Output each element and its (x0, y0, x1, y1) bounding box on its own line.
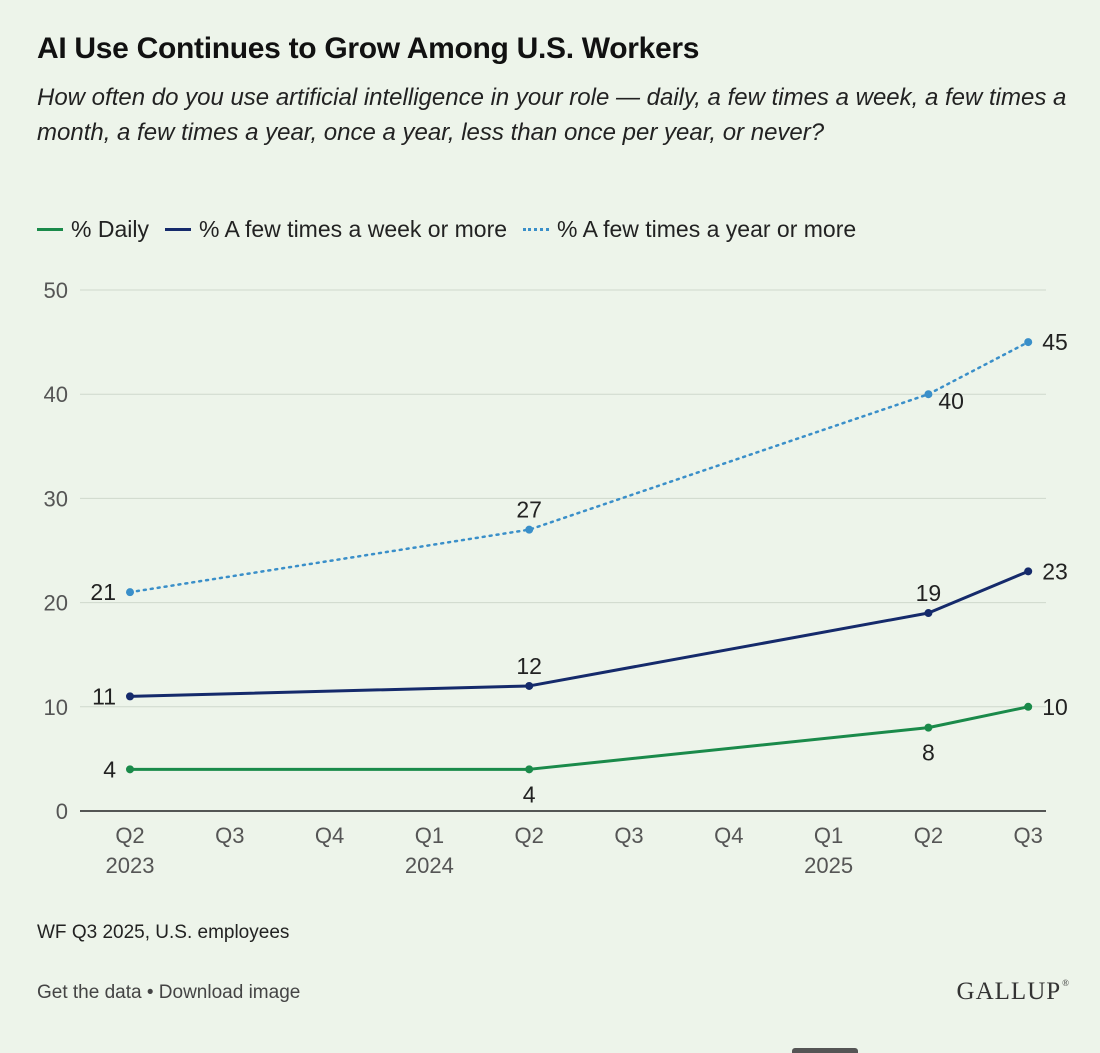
series-line-daily (130, 705, 1029, 771)
x-tick-label: Q3 (1014, 823, 1043, 848)
y-tick-label: 30 (44, 486, 68, 511)
x-tick-label: Q1 (814, 823, 843, 848)
x-tick-label: Q2 (115, 823, 144, 848)
data-point-weekly (1024, 567, 1033, 576)
x-tick-label: Q3 (614, 823, 643, 848)
data-point-yearly (1024, 338, 1033, 347)
x-tick-label: Q4 (315, 823, 344, 848)
legend-item-yearly: % A few times a year or more (523, 216, 856, 243)
logo-mark: ® (1062, 978, 1070, 988)
data-label-yearly: 27 (516, 497, 542, 523)
data-label-yearly: 21 (90, 579, 116, 605)
chart-legend: % Daily % A few times a week or more % A… (37, 216, 872, 243)
download-image-link[interactable]: Download image (158, 982, 301, 1003)
data-point-weekly (126, 692, 134, 701)
source-note: WF Q3 2025, U.S. employees (37, 922, 290, 943)
scroll-indicator[interactable] (792, 1048, 858, 1053)
data-point-weekly (525, 681, 534, 690)
x-year-label: 2023 (106, 853, 155, 878)
data-label-weekly: 12 (516, 653, 542, 679)
data-point-daily (525, 765, 534, 774)
legend-item-weekly: % A few times a week or more (164, 216, 508, 243)
data-label-daily: 4 (523, 781, 536, 807)
data-label-yearly: 40 (938, 388, 964, 414)
data-label-weekly: 23 (1042, 558, 1068, 584)
y-tick-label: 20 (44, 591, 68, 616)
data-label-daily: 10 (1042, 694, 1068, 720)
line-chart: 0 10 20 30 40 50 Q2 Q3 Q4 Q1 Q2 Q3 Q4 Q1 Q2 Q3 2023 2024 2… (44, 278, 1068, 878)
legend-label-yearly: % A few times a year or more (557, 216, 857, 242)
gallup-logo: GALLUP® (957, 978, 1070, 1006)
footer-links: Get the data • Download image (37, 982, 300, 1004)
x-tick-label: Q1 (415, 823, 444, 848)
legend-swatch-daily (37, 228, 63, 231)
data-point-daily (924, 723, 933, 732)
legend-swatch-weekly (164, 228, 191, 231)
data-point-yearly (126, 588, 134, 597)
x-year-label: 2025 (804, 853, 853, 878)
x-tick-label: Q2 (914, 823, 943, 848)
data-label-weekly: 19 (916, 580, 942, 606)
chart-title: AI Use Continues to Grow Among U.S. Work… (37, 32, 700, 65)
legend-label-daily: % Daily (71, 216, 149, 242)
data-point-daily (1024, 702, 1033, 711)
get-data-link[interactable]: Get the data (37, 982, 142, 1003)
legend-swatch-yearly (523, 228, 550, 231)
x-tick-label: Q3 (215, 823, 244, 848)
x-tick-label: Q2 (515, 823, 544, 848)
data-point-yearly (924, 390, 933, 399)
y-tick-label: 10 (44, 695, 68, 720)
legend-item-daily: % Daily (37, 216, 149, 243)
data-point-weekly (924, 609, 933, 618)
chart-subtitle: How often do you use artificial intellig… (37, 84, 1067, 146)
series-line-yearly (128, 340, 1030, 594)
data-point-yearly (525, 525, 534, 534)
y-tick-label: 50 (44, 278, 68, 303)
y-tick-label: 0 (56, 799, 68, 824)
legend-label-weekly: % A few times a week or more (198, 216, 508, 242)
data-label-weekly: 11 (92, 683, 116, 709)
data-label-daily: 4 (103, 756, 116, 782)
logo-text: GALLUP (956, 978, 1062, 1005)
data-point-daily (126, 765, 134, 774)
x-tick-label: Q4 (714, 823, 743, 848)
data-label-yearly: 45 (1042, 329, 1068, 355)
series-line-weekly (129, 569, 1029, 698)
data-label-daily: 8 (922, 740, 935, 766)
y-tick-label: 40 (44, 382, 68, 407)
footer-separator: • (141, 982, 159, 1003)
x-year-label: 2024 (405, 853, 454, 878)
